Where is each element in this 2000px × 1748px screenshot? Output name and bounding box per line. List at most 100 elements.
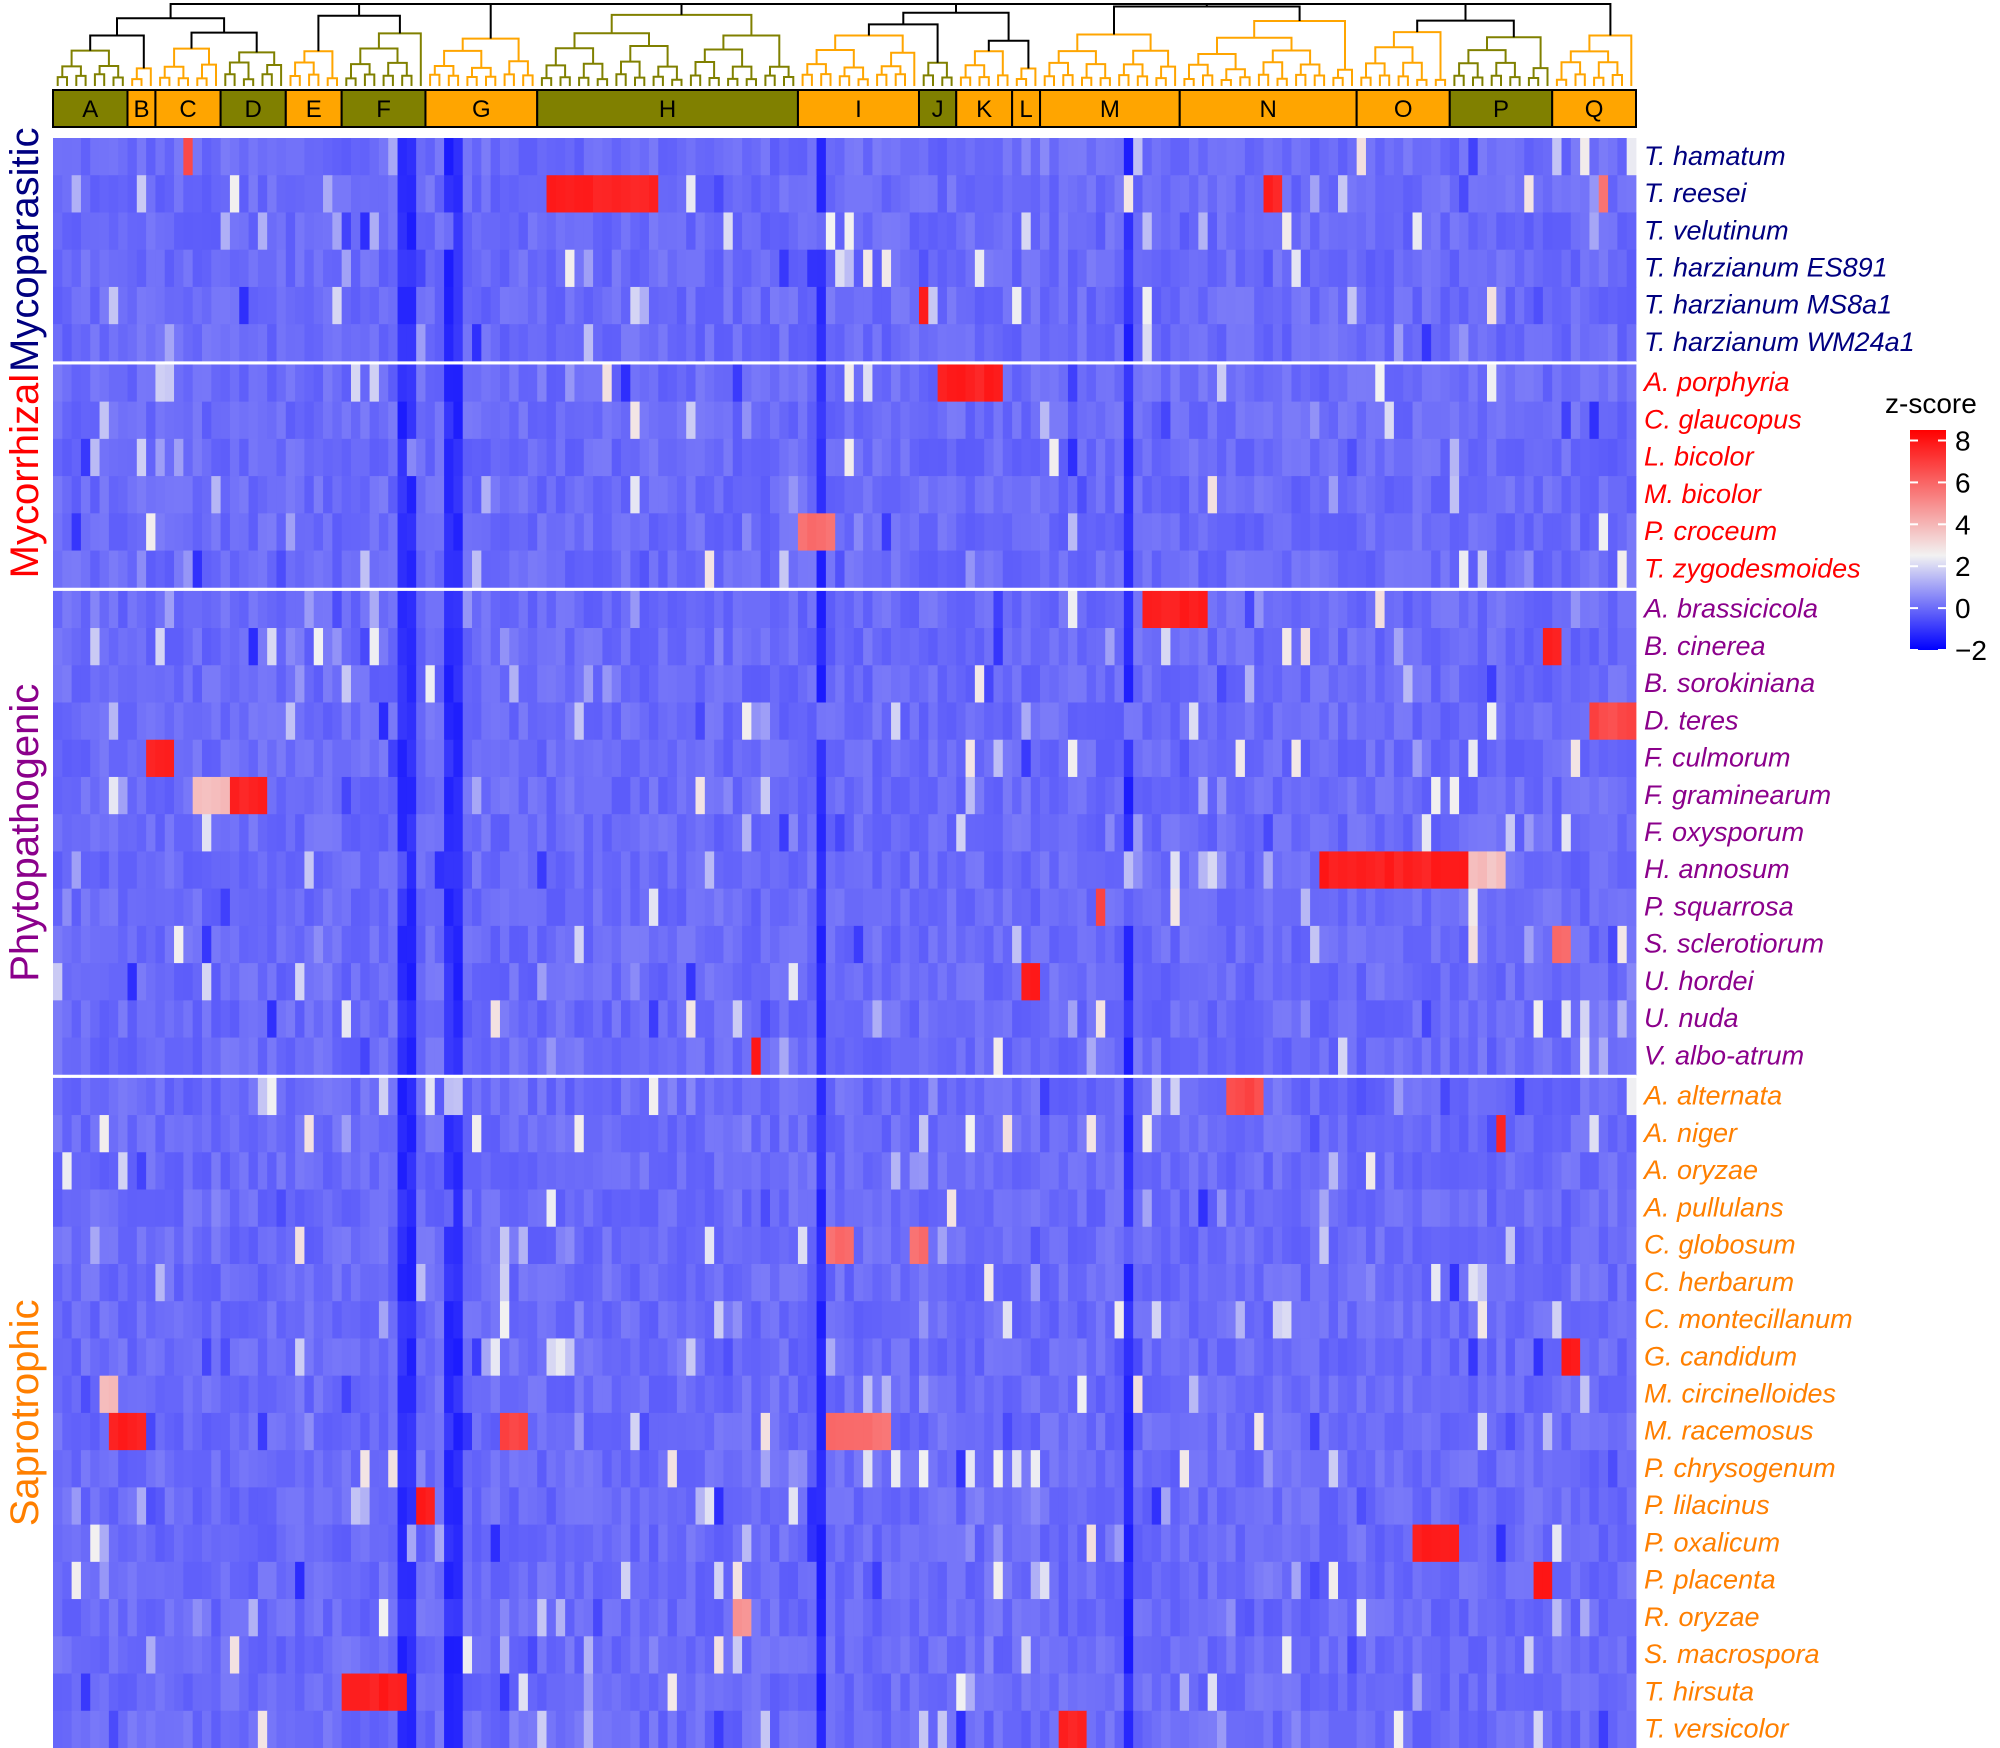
heatmap-cell [630, 1152, 641, 1190]
heatmap-cell [593, 324, 603, 362]
heatmap-cell [630, 286, 641, 325]
heatmap-cell [1468, 590, 1479, 629]
heatmap-cell [350, 364, 361, 403]
heatmap-cell [1496, 628, 1507, 666]
heatmap-cell [518, 286, 529, 325]
heatmap-cell [1189, 1152, 1199, 1190]
heatmap-cell [732, 138, 743, 176]
heatmap-cell [192, 550, 203, 589]
heatmap-cell [1375, 1000, 1385, 1038]
heatmap-cell [853, 888, 864, 927]
heatmap-cell [1440, 513, 1451, 551]
heatmap-cell [1533, 851, 1544, 890]
heatmap-cell [1338, 364, 1348, 403]
heatmap-cell [1403, 1115, 1413, 1153]
heatmap-cell [928, 963, 939, 1001]
heatmap-cell [1431, 702, 1441, 741]
heatmap-cell [1189, 286, 1199, 325]
heatmap-cell [183, 249, 194, 288]
heatmap-cell [1533, 963, 1544, 1001]
heatmap-cell [1189, 364, 1199, 403]
heatmap-cell [183, 1115, 194, 1153]
heatmap-cell [1282, 1152, 1292, 1190]
heatmap-cell [1496, 851, 1507, 890]
heatmap-cell [1021, 438, 1032, 477]
heatmap-cell [1319, 776, 1330, 815]
heatmap-cell [1468, 925, 1479, 964]
heatmap-cell [546, 739, 557, 778]
heatmap-cell [146, 776, 156, 815]
heatmap-cell [732, 1037, 743, 1076]
heatmap-cell [1198, 1152, 1209, 1190]
heatmap-cell [574, 590, 585, 629]
heatmap-cell [304, 1189, 315, 1228]
heatmap-cell [267, 438, 277, 477]
heatmap-cell [229, 175, 240, 213]
heatmap-cell [1012, 1152, 1022, 1190]
cluster-label: L [1019, 96, 1032, 123]
heatmap-cell [621, 665, 631, 703]
heatmap-cell [1105, 212, 1115, 251]
heatmap-cell [1291, 438, 1302, 477]
heatmap-cell [53, 1189, 63, 1228]
heatmap-cell [1291, 590, 1302, 629]
heatmap-cell [1356, 324, 1367, 362]
heatmap-cell [99, 401, 110, 440]
heatmap-cell [853, 851, 864, 890]
heatmap-cell [108, 814, 119, 852]
heatmap-cell [1440, 476, 1451, 514]
heatmap-cell [676, 138, 687, 176]
heatmap-cell [1487, 963, 1497, 1001]
heatmap-cell [220, 513, 231, 551]
heatmap-cell [99, 1189, 110, 1228]
heatmap-cell [1580, 888, 1590, 927]
heatmap-cell [90, 286, 100, 325]
heatmap-cell [481, 1115, 492, 1153]
heatmap-cell [1487, 702, 1497, 741]
heatmap-cell [788, 665, 799, 703]
heatmap-cell [1589, 1077, 1600, 1116]
heatmap-cell [1356, 590, 1367, 629]
heatmap-cell [658, 1000, 668, 1038]
heatmap-cell [1552, 963, 1562, 1001]
heatmap-cell [1533, 888, 1544, 927]
heatmap-cell [416, 1037, 426, 1076]
heatmap-cell [956, 249, 966, 288]
heatmap-cell [276, 138, 287, 176]
heatmap-cell [1086, 249, 1097, 288]
heatmap-cell [993, 628, 1004, 666]
heatmap-cell [164, 550, 175, 589]
heatmap-cell [341, 286, 352, 325]
heatmap-cell [621, 851, 631, 890]
heatmap-cell [648, 324, 659, 362]
heatmap-cell [723, 138, 734, 176]
heatmap-cell [807, 550, 817, 589]
heatmap-cell [583, 814, 594, 852]
heatmap-cell [313, 1037, 324, 1076]
heatmap-cell [835, 401, 845, 440]
heatmap-cell [1561, 963, 1572, 1001]
heatmap-cell [1095, 364, 1106, 403]
heatmap-cell [984, 776, 994, 815]
heatmap-cell [1487, 1037, 1497, 1076]
heatmap-cell [853, 438, 864, 477]
heatmap-cell [1580, 1077, 1590, 1116]
heatmap-cell [146, 286, 156, 325]
heatmap-cell [1589, 364, 1600, 403]
heatmap-cell [742, 138, 752, 176]
heatmap-cell [472, 739, 482, 778]
heatmap-cell [1133, 1000, 1143, 1038]
heatmap-cell [807, 249, 817, 288]
heatmap-cell [323, 249, 333, 288]
heatmap-cell [881, 286, 892, 325]
heatmap-cell [1086, 963, 1097, 1001]
heatmap-cell [220, 1115, 231, 1153]
heatmap-cell [118, 1189, 128, 1228]
heatmap-cell [918, 1115, 929, 1153]
heatmap-cell [686, 665, 696, 703]
heatmap-cell [509, 1000, 519, 1038]
heatmap-cell [1421, 438, 1432, 477]
heatmap-cell [62, 665, 73, 703]
heatmap-cell [229, 212, 240, 251]
heatmap-cell [574, 175, 585, 213]
